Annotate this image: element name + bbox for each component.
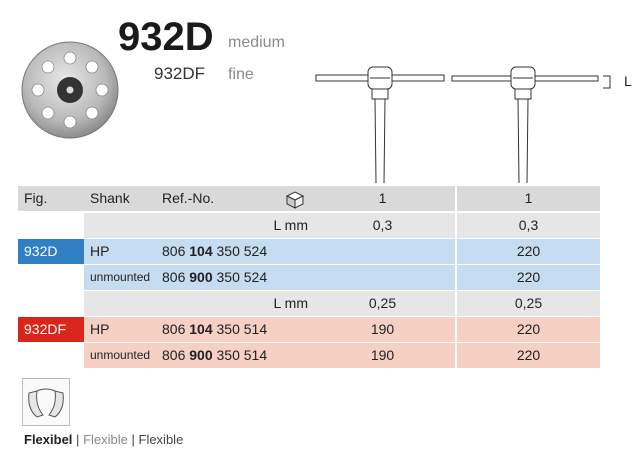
col-1-value: 190 [310, 343, 455, 368]
header-fig: Fig. [18, 186, 90, 211]
table-row: 932D HP 806 104 350 524 220 [18, 239, 600, 264]
col-1-value: 190 [310, 317, 455, 342]
col-1-value [310, 239, 455, 264]
group-tag-932d: 932D [18, 239, 84, 264]
length-row-2: L mm 0,25 0,25 [18, 291, 600, 316]
package-icon [268, 186, 308, 211]
table-row: unmounted 806 900 350 514 190 220 [18, 343, 600, 368]
header-shank: Shank [84, 186, 162, 211]
shank-value: unmounted [84, 265, 162, 290]
disc-side-view-diagram-2 [451, 66, 599, 184]
shank-value: HP [84, 239, 162, 264]
length-col-1: 0,3 [310, 213, 455, 238]
flex-de: Flexibel [24, 432, 73, 447]
shank-value: HP [84, 317, 162, 342]
table-row: unmounted 806 900 350 524 220 [18, 265, 600, 290]
disc-side-view-diagram-1 [315, 66, 445, 184]
col-2-value: 220 [457, 317, 600, 342]
divider: | [131, 432, 135, 447]
ref-number: 806 104 350 514 [156, 317, 314, 342]
dimension-label: L [624, 73, 632, 89]
length-label: L mm [84, 213, 310, 238]
header-col-1: 1 [310, 186, 455, 211]
table-header-row: Fig. Shank Ref.-No. 1 1 [18, 186, 600, 211]
ref-number: 806 900 350 524 [156, 265, 314, 290]
col-2-value: 220 [457, 265, 600, 290]
length-col-2: 0,25 [457, 291, 600, 316]
product-code-fine: 932DF [154, 64, 206, 83]
diamond-disc-image [21, 41, 119, 139]
flexible-disc-icon [22, 378, 70, 426]
flex-fr: Flexible [138, 432, 184, 447]
length-label: L mm [84, 291, 310, 316]
header-col-2: 1 [457, 186, 600, 211]
flex-en: Flexible [83, 432, 128, 447]
length-col-2: 0,3 [457, 213, 600, 238]
length-col-1: 0,25 [310, 291, 455, 316]
table-row: 932DF HP 806 104 350 514 190 220 [18, 317, 600, 342]
dimension-bracket-icon [603, 75, 611, 89]
shank-value: unmounted [84, 343, 162, 368]
group-tag-932df: 932DF [18, 317, 84, 342]
col-2-value: 220 [457, 239, 600, 264]
divider: | [76, 432, 80, 447]
col-1-value [310, 265, 455, 290]
flexibility-label: Flexibel | Flexible | Flexible [24, 432, 183, 447]
ref-number: 806 104 350 524 [156, 239, 314, 264]
ref-number: 806 900 350 514 [156, 343, 314, 368]
product-code: 932D [118, 15, 214, 59]
header-ref-no: Ref.-No. [156, 186, 312, 211]
variant-medium-label: medium [228, 34, 285, 51]
length-row-1: L mm 0,3 0,3 [18, 213, 600, 238]
variant-fine-label: fine [228, 66, 254, 83]
col-2-value: 220 [457, 343, 600, 368]
